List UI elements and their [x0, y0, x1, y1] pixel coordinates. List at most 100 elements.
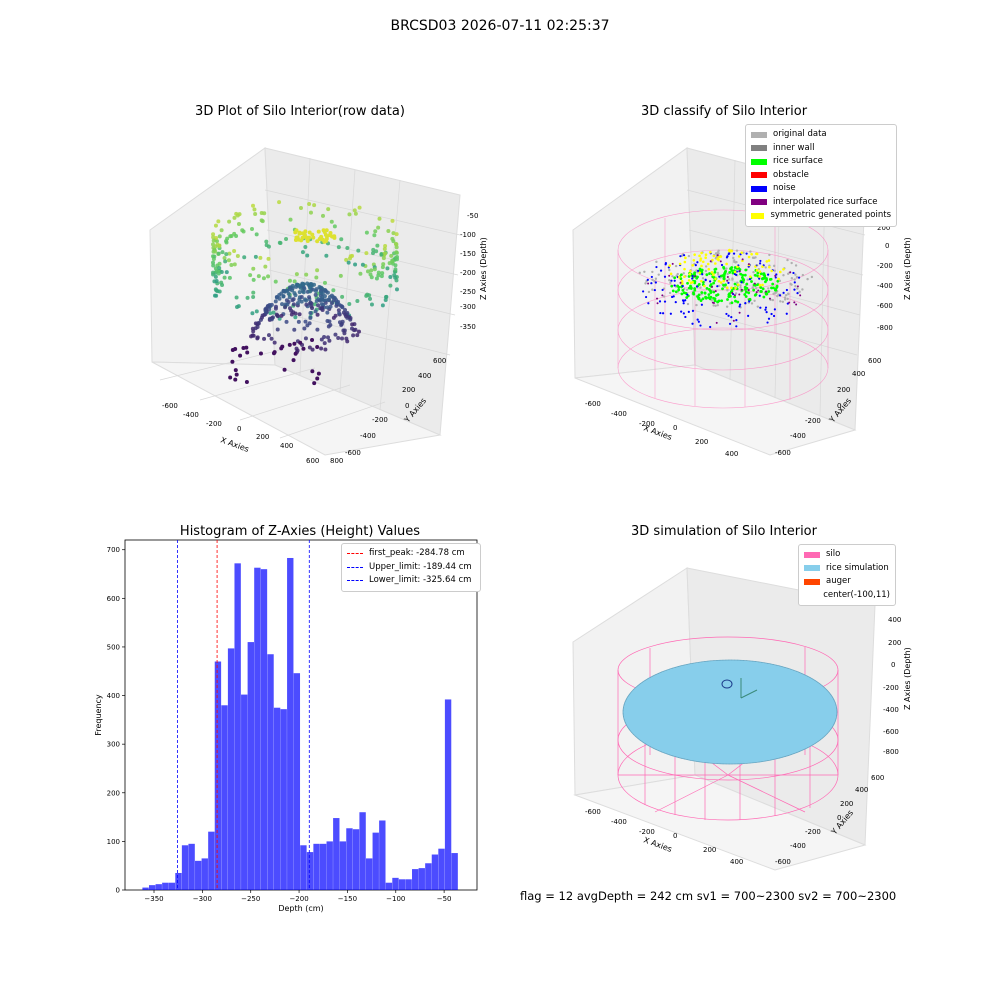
data-point [754, 265, 757, 268]
data-point [725, 286, 729, 290]
data-point [336, 308, 341, 313]
x-tick: 200 [695, 438, 708, 446]
data-point [307, 345, 312, 350]
data-point [700, 251, 703, 255]
data-point [647, 302, 650, 305]
data-point [271, 351, 276, 356]
data-point [307, 321, 312, 326]
data-point [251, 266, 256, 271]
data-point [784, 294, 788, 297]
data-point [337, 311, 342, 316]
z-tick: -800 [877, 324, 893, 332]
y-tick: 400 [855, 786, 868, 794]
data-point [287, 342, 292, 347]
data-point [750, 280, 753, 283]
data-point [701, 277, 705, 280]
data-point [369, 268, 374, 273]
data-point [222, 275, 227, 280]
x-tick-label: −200 [289, 895, 308, 903]
histogram-bar [241, 694, 248, 890]
data-point [303, 336, 308, 341]
z-tick: 200 [877, 224, 890, 232]
data-point [238, 353, 243, 358]
data-point [760, 290, 763, 293]
data-point [688, 272, 692, 276]
data-point [355, 333, 360, 338]
data-point [685, 288, 689, 291]
data-point [266, 274, 271, 279]
y-tick: 400 [852, 370, 865, 378]
data-point [280, 344, 285, 349]
histogram-bar [188, 843, 195, 890]
data-point [704, 269, 708, 273]
data-point [758, 270, 762, 274]
data-point [680, 310, 683, 313]
data-point [768, 253, 771, 257]
data-point [718, 275, 721, 278]
data-point [219, 228, 224, 233]
z-tick: -200 [460, 269, 476, 277]
raw-points [211, 200, 399, 386]
data-point [307, 230, 312, 235]
data-point [797, 276, 801, 279]
data-point [693, 253, 696, 256]
data-point [710, 271, 714, 274]
data-point [380, 271, 385, 276]
data-point [698, 271, 702, 275]
data-point [655, 265, 658, 269]
data-point [308, 289, 313, 294]
data-point [352, 208, 357, 213]
z-tick: -50 [467, 212, 478, 220]
data-point [692, 292, 696, 296]
data-point [314, 275, 319, 280]
data-point [250, 226, 255, 231]
data-point [280, 302, 285, 307]
histogram-bar [319, 843, 327, 890]
legend-item: original data [751, 128, 891, 142]
data-point [650, 275, 653, 279]
data-point [756, 271, 760, 275]
legend-label: rice simulation [826, 562, 889, 573]
data-point [297, 283, 302, 288]
data-point [771, 298, 775, 302]
data-point [298, 205, 303, 210]
data-point [668, 278, 671, 282]
y-tick: -600 [775, 858, 791, 866]
data-point [259, 315, 264, 320]
data-point [700, 303, 704, 306]
data-point [687, 279, 691, 282]
data-point [658, 300, 662, 303]
data-point [277, 240, 282, 245]
z-axis-label: Z Axies (Depth) [903, 237, 912, 300]
data-point [339, 336, 344, 341]
data-point [712, 304, 715, 307]
data-point [364, 230, 369, 235]
data-point [661, 312, 665, 315]
data-point [798, 290, 801, 294]
histogram-bar [372, 832, 379, 890]
data-point [794, 273, 797, 276]
legend-swatch [804, 551, 820, 558]
data-point [779, 300, 782, 303]
data-point [251, 333, 256, 338]
z-tick: -300 [460, 303, 476, 311]
data-point [758, 283, 762, 287]
data-point [308, 311, 313, 316]
y-tick: 400 [418, 372, 431, 380]
data-point [767, 273, 770, 276]
data-point [795, 275, 799, 279]
data-point [714, 262, 717, 265]
data-point [360, 262, 365, 267]
data-point [721, 274, 725, 277]
x-axis-label: X Axies [642, 423, 673, 442]
data-point [327, 233, 332, 238]
data-point [744, 295, 748, 298]
data-point [730, 289, 734, 293]
data-point [292, 279, 297, 284]
data-point [691, 322, 694, 325]
data-point [253, 212, 258, 217]
data-point [324, 236, 329, 241]
data-point [782, 291, 785, 294]
data-point [796, 285, 799, 288]
data-point [745, 286, 749, 290]
